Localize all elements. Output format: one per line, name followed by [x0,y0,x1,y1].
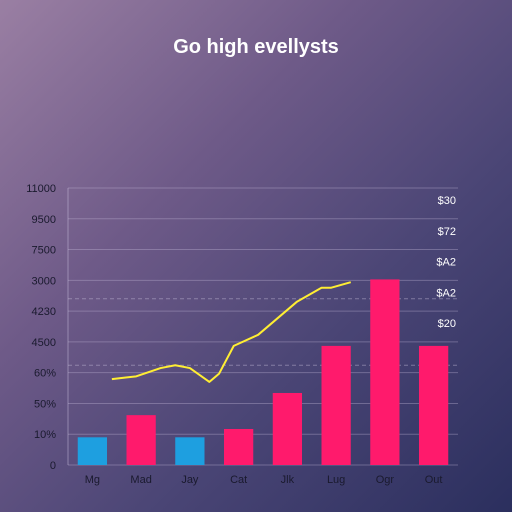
line-series [111,281,352,383]
y-tick-label: 3000 [32,275,56,287]
x-tick-label: Mad [130,474,151,486]
y-tick-label: 60% [34,368,56,380]
bar [126,415,156,465]
right-tick-label: $20 [438,318,456,330]
bar [370,279,400,465]
right-tick-labels: $30 $72 $A2 $A2 $20 [436,195,456,330]
bar [175,437,205,465]
chart-title: Go high evellysts [173,36,339,58]
bar-series [77,279,449,465]
y-tick-label: 9500 [32,214,56,226]
right-tick-label: $A2 [436,287,456,299]
y-tick-label: 4230 [32,306,56,318]
x-tick-label: Cat [230,474,247,486]
y-tick-label: 50% [34,398,56,410]
y-tick-label: 10% [34,429,56,441]
bar [224,428,254,465]
x-tick-label: Jlk [281,474,295,486]
bar [272,392,302,465]
right-tick-label: $30 [438,195,456,207]
y-tick-labels: 0 10% 50% 60% 4500 4230 3000 7500 9500 11000 [26,183,56,472]
x-tick-labels: Mg Mad Jay Cat Jlk Lug Ogr Out [85,474,443,486]
x-tick-label: Lug [327,474,345,486]
bar [321,345,351,465]
x-tick-label: Ogr [376,474,395,486]
right-tick-label: $72 [438,226,456,238]
bar [419,345,449,465]
x-tick-label: Mg [85,474,100,486]
trend-line [111,281,352,383]
y-tick-label: 4500 [32,337,56,349]
bar [77,437,107,465]
y-tick-label: 0 [50,460,56,472]
y-tick-label: 7500 [32,245,56,257]
right-tick-label: $A2 [436,257,456,269]
y-tick-label: 11000 [26,183,56,195]
x-tick-label: Out [425,474,443,486]
x-tick-label: Jay [181,474,199,486]
